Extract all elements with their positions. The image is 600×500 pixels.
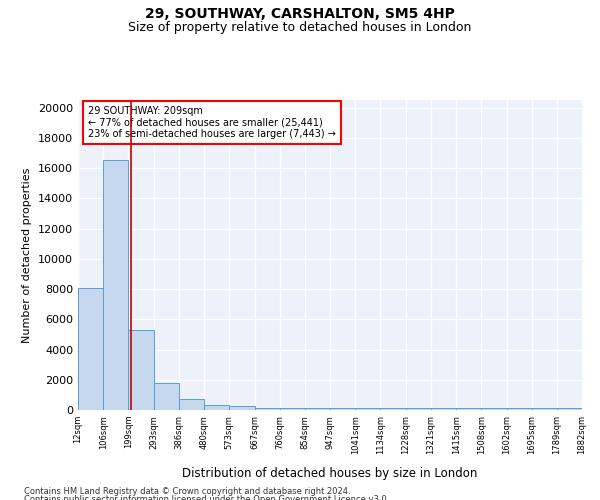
Bar <box>532 408 557 410</box>
Bar <box>380 408 406 410</box>
Bar <box>103 160 128 410</box>
Bar <box>305 408 330 410</box>
Bar <box>154 383 179 410</box>
Text: 29 SOUTHWAY: 209sqm
← 77% of detached houses are smaller (25,441)
23% of semi-de: 29 SOUTHWAY: 209sqm ← 77% of detached ho… <box>88 106 336 140</box>
Text: Distribution of detached houses by size in London: Distribution of detached houses by size … <box>182 467 478 480</box>
Y-axis label: Number of detached properties: Number of detached properties <box>22 168 32 342</box>
Bar <box>506 408 532 410</box>
Bar <box>229 406 254 410</box>
Bar <box>431 408 456 410</box>
Bar <box>254 408 280 410</box>
Bar <box>128 330 154 410</box>
Text: Contains HM Land Registry data © Crown copyright and database right 2024.: Contains HM Land Registry data © Crown c… <box>24 488 350 496</box>
Bar <box>355 408 380 410</box>
Bar <box>456 408 481 410</box>
Bar <box>78 288 103 410</box>
Bar <box>406 408 431 410</box>
Bar <box>481 408 506 410</box>
Bar <box>280 408 305 410</box>
Text: 29, SOUTHWAY, CARSHALTON, SM5 4HP: 29, SOUTHWAY, CARSHALTON, SM5 4HP <box>145 8 455 22</box>
Text: Contains public sector information licensed under the Open Government Licence v3: Contains public sector information licen… <box>24 495 389 500</box>
Bar <box>204 404 229 410</box>
Bar <box>179 400 204 410</box>
Text: Size of property relative to detached houses in London: Size of property relative to detached ho… <box>128 21 472 34</box>
Bar <box>330 408 355 410</box>
Bar <box>557 408 582 410</box>
